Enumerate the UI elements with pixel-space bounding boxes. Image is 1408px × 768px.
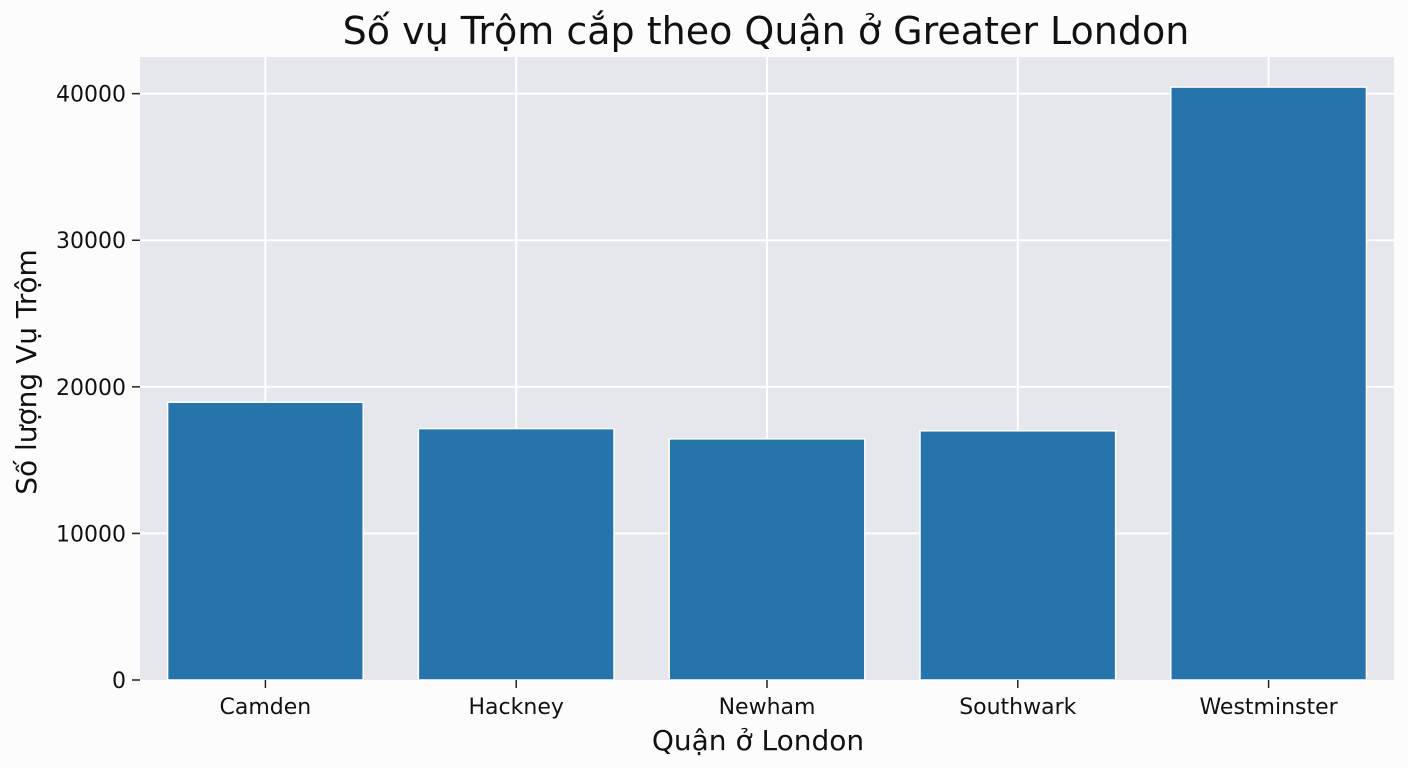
- x-tick-label: Southwark: [959, 695, 1076, 720]
- x-tick-label: Newham: [719, 695, 816, 720]
- x-axis-label: Quận ở London: [652, 724, 864, 757]
- x-tick-label: Hackney: [469, 695, 564, 720]
- y-axis: 0 10000 20000 30000 40000: [56, 83, 140, 694]
- y-tick-label: 10000: [56, 522, 126, 547]
- bar-newham: [668, 438, 866, 681]
- x-axis: Camden Hackney Newham Southwark Westminster: [220, 680, 1339, 720]
- x-tick-label: Camden: [220, 695, 312, 720]
- bars: [166, 86, 1368, 681]
- y-tick-label: 40000: [56, 83, 126, 108]
- bar-hackney: [417, 427, 615, 681]
- y-tick-label: 20000: [56, 376, 126, 401]
- chart-title: Số vụ Trộm cắp theo Quận ở Greater Londo…: [343, 9, 1190, 53]
- bar-southwark: [919, 430, 1117, 681]
- y-tick-label: 30000: [56, 229, 126, 254]
- y-axis-label: Số lượng Vụ Trộm: [10, 249, 43, 495]
- bar-westminster: [1170, 86, 1368, 681]
- x-tick-label: Westminster: [1199, 695, 1338, 720]
- bar-camden: [166, 401, 364, 681]
- y-tick-label: 0: [112, 669, 126, 694]
